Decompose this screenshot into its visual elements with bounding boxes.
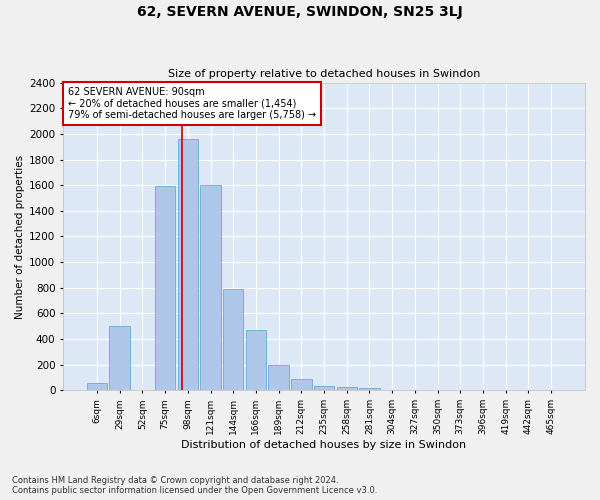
Bar <box>246 330 266 390</box>
Text: Contains HM Land Registry data © Crown copyright and database right 2024.
Contai: Contains HM Land Registry data © Crown c… <box>12 476 377 495</box>
Bar <box>178 139 198 390</box>
Bar <box>223 289 244 390</box>
Bar <box>200 185 221 390</box>
Y-axis label: Number of detached properties: Number of detached properties <box>15 154 25 318</box>
Bar <box>359 388 380 390</box>
Bar <box>268 365 289 390</box>
Bar <box>337 386 357 390</box>
Title: Size of property relative to detached houses in Swindon: Size of property relative to detached ho… <box>168 69 480 79</box>
Bar <box>87 382 107 390</box>
Bar <box>291 379 311 390</box>
Bar <box>109 326 130 390</box>
Bar <box>314 386 334 390</box>
Text: 62 SEVERN AVENUE: 90sqm
← 20% of detached houses are smaller (1,454)
79% of semi: 62 SEVERN AVENUE: 90sqm ← 20% of detache… <box>68 87 316 120</box>
X-axis label: Distribution of detached houses by size in Swindon: Distribution of detached houses by size … <box>181 440 467 450</box>
Text: 62, SEVERN AVENUE, SWINDON, SN25 3LJ: 62, SEVERN AVENUE, SWINDON, SN25 3LJ <box>137 5 463 19</box>
Bar <box>155 186 175 390</box>
